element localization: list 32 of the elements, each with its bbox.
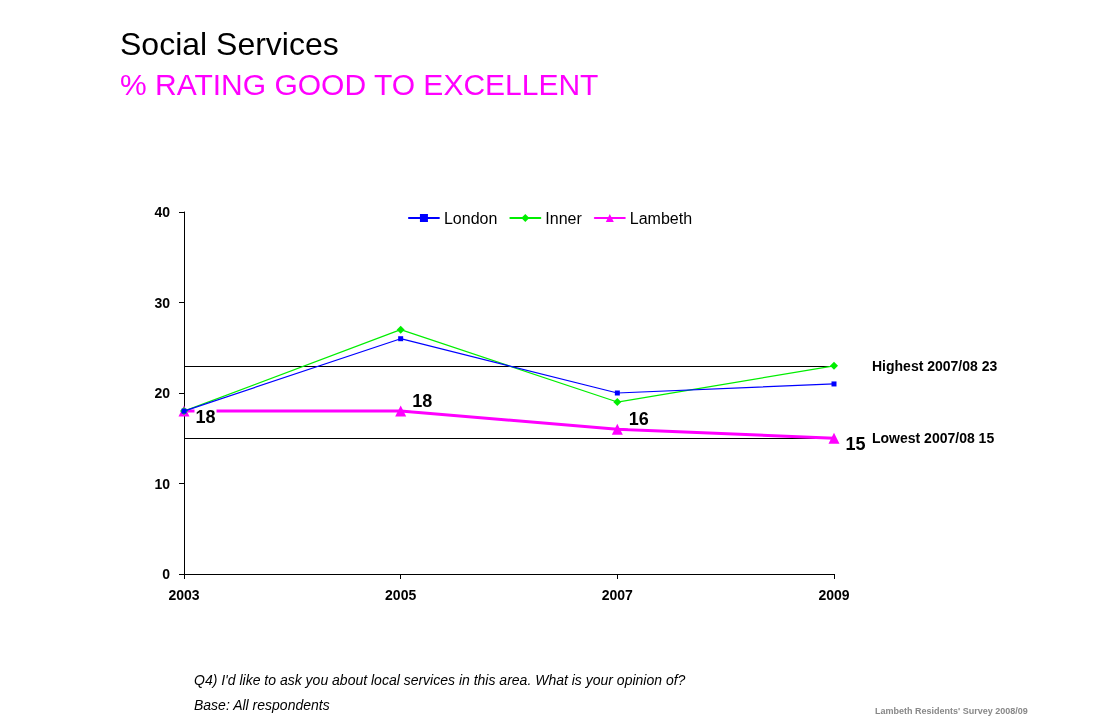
y-tick-label: 0 [162,566,171,582]
legend-label: London [443,209,498,227]
x-tick-label: 2005 [385,587,417,603]
point [831,381,837,387]
legend-label: Inner [545,209,583,227]
ref-line-label: Lowest 2007/08 15 [872,430,995,447]
chart-subtitle: % RATING GOOD TO EXCELLENT [120,68,599,102]
point [398,336,404,342]
point [830,361,838,370]
text: Base: All respondents [194,697,330,713]
y-tick-label: 20 [154,385,171,401]
data-label: 16 [628,409,649,430]
y-tick-label: 40 [154,204,171,220]
point [396,325,405,334]
y-tick-label: 30 [154,294,171,311]
data-label: 18 [195,407,216,428]
x-tick-label: 2003 [168,587,200,603]
y-tick-label: 10 [154,475,171,492]
text: Lambeth Residents' Survey 2008/09 [875,706,1028,716]
point [613,398,622,407]
data-label: 15 [845,434,866,455]
point [614,390,620,396]
point [611,423,623,435]
point [828,432,840,444]
chart-title: Social Services [120,26,339,63]
text: Q4) I'd like to ask you about local services in this area. What is your opinion of? [194,672,686,688]
point [395,405,407,417]
legend-label: Lambeth [629,209,693,227]
data-label: 18 [412,391,433,412]
x-tick-label: 2009 [818,587,850,603]
ref-line-label: Highest 2007/08 23 [872,357,998,374]
x-tick-label: 2007 [601,587,634,603]
